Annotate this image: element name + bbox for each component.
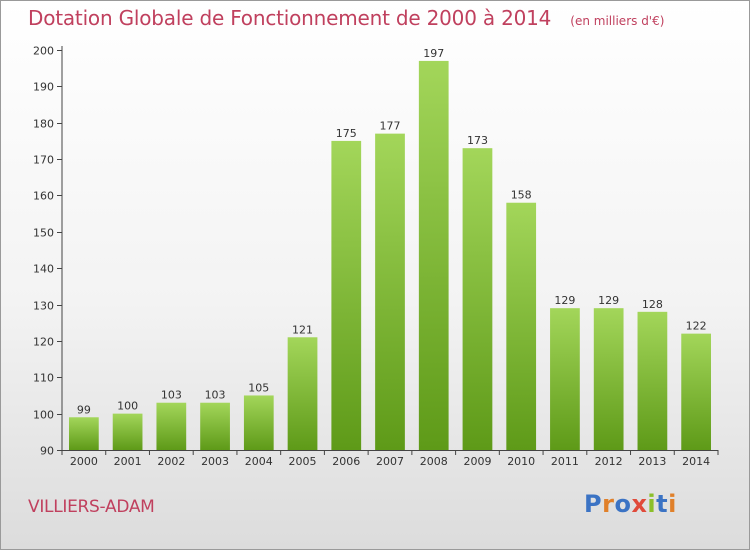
bar-2003 — [200, 402, 230, 450]
y-tick-label: 120 — [33, 336, 54, 349]
x-tick-label: 2003 — [201, 455, 229, 468]
bar-2010 — [506, 202, 537, 450]
logo-letter: i — [647, 490, 657, 518]
logo-letter: i — [668, 490, 677, 518]
y-tick-label: 90 — [40, 445, 54, 458]
data-label-2007: 177 — [380, 120, 401, 133]
data-label-2011: 129 — [554, 294, 575, 307]
bar-2014 — [681, 333, 712, 450]
x-tick-label: 2002 — [157, 455, 185, 468]
data-label-2014: 122 — [686, 320, 707, 333]
bar-2006 — [331, 140, 362, 450]
chart-title: Dotation Globale de Fonctionnement de 20… — [28, 6, 552, 30]
x-tick-label: 2013 — [638, 455, 666, 468]
chart-title-row: Dotation Globale de Fonctionnement de 20… — [28, 6, 664, 30]
bar-2005 — [287, 337, 318, 450]
x-tick-label: 2012 — [595, 455, 623, 468]
x-tick-label: 2005 — [289, 455, 317, 468]
data-label-2008: 197 — [423, 47, 444, 60]
data-label-2005: 121 — [292, 323, 313, 336]
data-label-2006: 175 — [336, 127, 357, 140]
bar-2008 — [418, 60, 449, 451]
chart-data-labels: 99 100 103 103 105 121 175 177 197 173 158 129 129 12… — [77, 47, 707, 416]
x-tick-label: 2001 — [114, 455, 142, 468]
x-tick-label: 2007 — [376, 455, 404, 468]
data-label-2013: 128 — [642, 298, 663, 311]
x-tick-label: 2000 — [70, 455, 98, 468]
logo-letter: x — [631, 490, 648, 518]
x-tick-label: 2010 — [507, 455, 535, 468]
data-label-2003: 103 — [205, 389, 226, 402]
x-tick-label: 2014 — [682, 455, 710, 468]
y-tick-label: 170 — [33, 154, 54, 167]
chart-unit: (en milliers d'€) — [570, 14, 665, 28]
logo-letter: t — [656, 490, 669, 518]
bar-2013 — [637, 311, 668, 450]
x-tick-label: 2009 — [463, 455, 491, 468]
y-tick-label: 180 — [33, 118, 54, 131]
x-tick-label: 2011 — [551, 455, 579, 468]
bar-2007 — [375, 133, 405, 451]
y-tick-label: 140 — [33, 263, 54, 276]
bar-2004 — [243, 395, 274, 450]
x-tick-label: 2008 — [420, 455, 448, 468]
place-name: VILLIERS-ADAM — [28, 497, 155, 517]
data-label-2004: 105 — [248, 381, 269, 394]
y-tick-label: 160 — [33, 190, 54, 203]
y-tick-label: 150 — [33, 227, 54, 240]
proxiti-logo: Proxiti — [584, 490, 677, 518]
data-label-2010: 158 — [511, 189, 532, 202]
y-tick-label: 200 — [33, 45, 54, 58]
data-label-2009: 173 — [467, 134, 488, 147]
x-tick-label: 2006 — [332, 455, 360, 468]
chart-axes: 90 100 110 120 130 140 150 160 170 180 190 200 2000 2… — [33, 45, 719, 468]
data-label-2000: 99 — [77, 403, 91, 416]
data-label-2001: 100 — [117, 400, 138, 413]
chart-bars — [68, 60, 712, 451]
data-label-2002: 103 — [161, 389, 182, 402]
bar-2011 — [550, 308, 580, 450]
bar-2009 — [462, 148, 493, 450]
x-tick-label: 2004 — [245, 455, 273, 468]
y-tick-label: 100 — [33, 409, 54, 422]
logo-letter: r — [602, 490, 615, 518]
bar-2012 — [593, 308, 624, 450]
y-tick-label: 130 — [33, 300, 54, 313]
bar-2000 — [68, 417, 99, 450]
bar-2001 — [112, 413, 143, 450]
logo-letter: o — [614, 490, 632, 518]
y-tick-label: 110 — [33, 372, 54, 385]
data-label-2012: 129 — [598, 294, 619, 307]
logo-letter: P — [584, 490, 603, 518]
bar-2002 — [156, 402, 187, 450]
y-tick-label: 190 — [33, 81, 54, 94]
